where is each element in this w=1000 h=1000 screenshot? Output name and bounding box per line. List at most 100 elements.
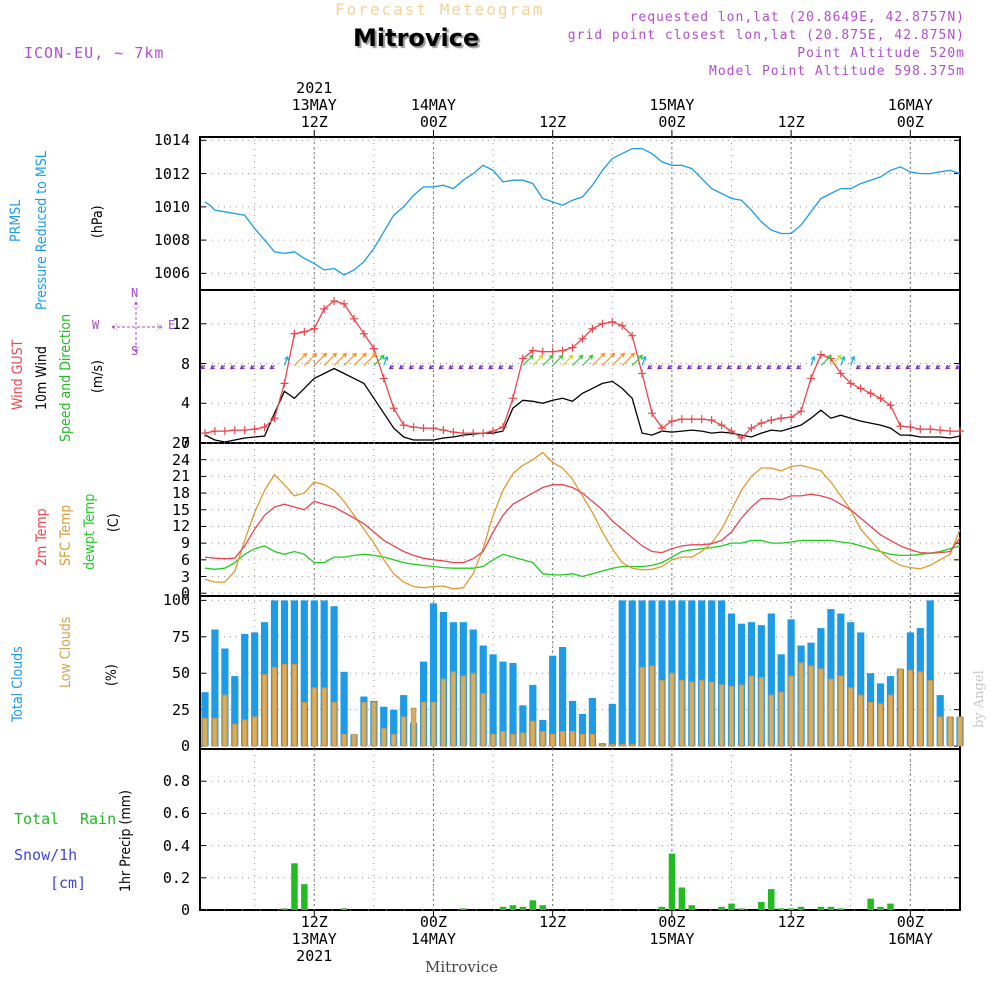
low-cloud-bar xyxy=(381,728,387,747)
ytick-label: 6 xyxy=(180,550,190,569)
low-cloud-bar xyxy=(848,687,854,747)
rain-bar xyxy=(519,906,527,910)
wind-arrowhead xyxy=(388,364,394,370)
wind-direction-arrow xyxy=(383,356,388,366)
total-cloud-bar xyxy=(429,603,438,747)
wind-gust-line-marker xyxy=(578,334,587,343)
wind-arrowhead xyxy=(398,364,404,370)
label-total-clouds: Total Clouds xyxy=(10,646,26,722)
ytick-label: 1006 xyxy=(153,264,190,283)
total-cloud-bar xyxy=(300,600,308,747)
ytick-label: 0 xyxy=(180,584,190,603)
ytick-label: 1014 xyxy=(153,131,190,150)
low-cloud-bar xyxy=(937,716,943,747)
total-cloud-bar xyxy=(678,600,686,747)
wind-arrowhead xyxy=(955,364,961,370)
low-cloud-bar xyxy=(232,723,238,747)
ytick-label: 75 xyxy=(171,627,190,646)
wind-direction-arrow xyxy=(363,353,377,366)
total-cloud-bar xyxy=(559,647,567,747)
wind-arrowhead xyxy=(706,364,712,370)
wind-arrowhead xyxy=(558,354,564,360)
low-cloud-bar xyxy=(490,733,496,747)
wind-arrowhead xyxy=(568,354,574,360)
wind-arrowhead xyxy=(478,364,484,370)
rain-bar xyxy=(887,903,894,910)
wind-arrowhead xyxy=(371,352,377,358)
low-cloud-bar xyxy=(420,701,427,747)
low-cloud-bar xyxy=(917,671,923,747)
wind-arrowhead xyxy=(538,354,544,360)
total-cloud-bar xyxy=(658,600,666,747)
wind-gust-line-marker xyxy=(588,324,597,333)
ytick-label: 27 xyxy=(171,434,190,452)
low-cloud-bar xyxy=(341,733,347,747)
total-cloud-bar xyxy=(390,709,398,747)
low-cloud-bar xyxy=(569,731,576,747)
wind-gust-line-marker xyxy=(846,379,855,388)
label-speed-direction: Speed and Direction xyxy=(58,313,74,442)
rain-bar xyxy=(867,898,874,910)
low-cloud-bar xyxy=(867,701,874,747)
model-label: ICON-EU, ~ 7km xyxy=(24,44,165,62)
wind-gust-line-marker xyxy=(648,409,657,418)
wind-arrowhead xyxy=(302,352,308,358)
rain-bar xyxy=(340,908,348,910)
total-cloud-bar xyxy=(380,706,388,746)
ytick-label: 0 xyxy=(180,901,190,919)
low-cloud-bar xyxy=(281,664,288,747)
total-cloud-bar xyxy=(727,613,736,747)
low-cloud-bar xyxy=(699,680,705,747)
wind-arrowhead xyxy=(428,364,434,370)
wind-gust-line-marker xyxy=(359,329,368,338)
label-hpa: (hPa) xyxy=(90,205,106,239)
ytick-label: 8 xyxy=(180,354,190,373)
temp-2m-line xyxy=(204,484,961,564)
low-cloud-bar xyxy=(301,701,308,747)
wind-arrowhead xyxy=(361,352,367,358)
rain-bar xyxy=(499,906,507,910)
wind-gust-line-marker xyxy=(697,415,706,424)
ytick-label: 1012 xyxy=(153,164,190,183)
low-cloud-bar xyxy=(550,733,556,747)
total-cloud-bar xyxy=(211,629,219,747)
wind-gust-line-marker xyxy=(399,421,408,430)
low-cloud-bar xyxy=(798,662,804,747)
label-pressure-msl: Pressure Reduced to MSL xyxy=(34,151,50,310)
wind-gust-line-marker xyxy=(270,414,279,423)
wind-direction-arrow xyxy=(641,356,646,366)
wind-direction-arrow xyxy=(830,355,842,366)
wind-gust-line-marker xyxy=(707,416,716,425)
top-time-label: 14MAY xyxy=(410,96,457,114)
location-title: Mitrovice xyxy=(353,24,480,52)
wind-arrowhead xyxy=(548,354,554,360)
wind-gust-line-marker xyxy=(926,425,935,434)
ytick-label: 4 xyxy=(180,394,190,413)
wind-gust-line-marker xyxy=(956,427,964,436)
label-rain: Rain xyxy=(80,810,117,828)
total-cloud-bar xyxy=(569,700,577,747)
total-cloud-bar xyxy=(618,600,626,747)
rain-bar xyxy=(797,906,805,910)
pressure-line xyxy=(204,147,961,276)
wind-gust-line-marker xyxy=(906,423,915,432)
low-cloud-bar xyxy=(828,678,834,747)
total-cloud-bar xyxy=(529,684,537,747)
wind-arrowhead xyxy=(488,364,494,370)
rain-bar xyxy=(718,906,725,910)
wind-arrowhead xyxy=(600,352,606,358)
wind-arrowhead xyxy=(826,354,832,360)
wind-gust-line-marker xyxy=(210,427,219,436)
label-celsius: (C) xyxy=(106,513,122,532)
wind-arrowhead xyxy=(588,354,594,360)
wind-arrowhead xyxy=(322,352,328,358)
wind-arrowhead xyxy=(638,354,643,360)
low-cloud-bar xyxy=(331,701,337,747)
ytick-label: 0 xyxy=(180,434,190,452)
ytick-label: 12 xyxy=(171,517,190,536)
ytick-label: 100 xyxy=(162,591,190,610)
low-cloud-bar xyxy=(957,716,963,747)
wind-arrowhead xyxy=(508,364,513,370)
wind-gust-line-marker xyxy=(797,407,806,416)
ytick-label: 50 xyxy=(171,664,190,683)
